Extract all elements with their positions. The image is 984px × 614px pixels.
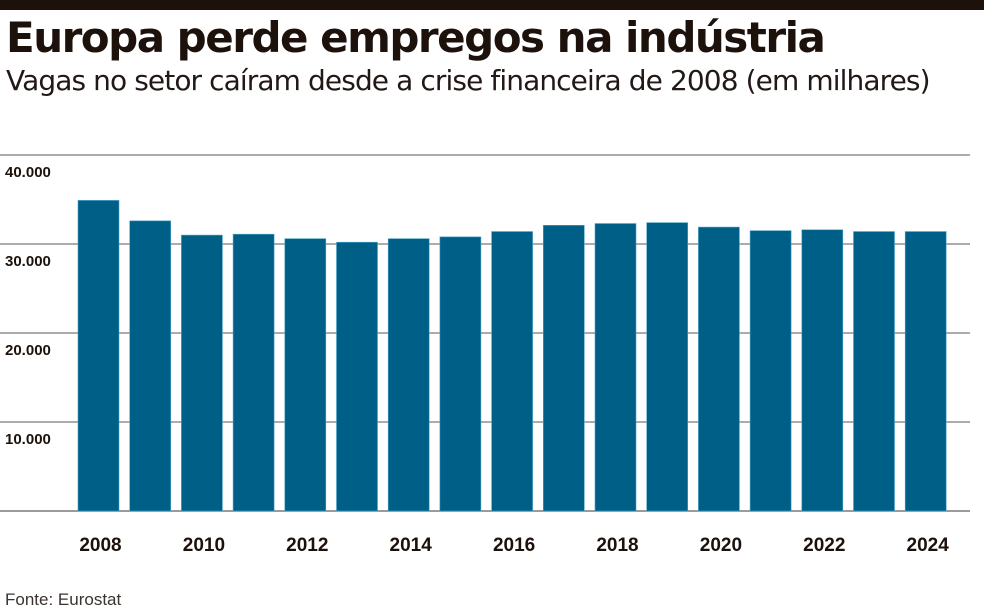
bar-2024 <box>904 231 947 512</box>
x-tick-label: 2018 <box>596 535 638 556</box>
top-rule <box>0 0 984 10</box>
source-note: Fonte: Eurostat <box>5 590 122 609</box>
bar-2012 <box>284 238 327 512</box>
bar-2014 <box>387 238 430 512</box>
x-tick-label: 2010 <box>183 535 225 556</box>
x-tick-label: 2024 <box>907 535 950 556</box>
x-tick-label: 2022 <box>803 535 845 556</box>
bar-2019 <box>646 222 689 512</box>
chart-title: Europa perde empregos na indústria <box>6 13 826 62</box>
x-tick-label: 2012 <box>286 535 328 556</box>
bar-2013 <box>336 241 378 512</box>
bar-2015 <box>439 236 482 512</box>
bar-chart: 10.000 20.000 30.000 40.000 2008 2010 2012 201… <box>0 154 970 556</box>
bars <box>77 200 947 512</box>
y-axis-labels: 10.000 20.000 30.000 40.000 <box>5 164 51 448</box>
bar-2008 <box>77 200 120 512</box>
bar-2023 <box>853 231 895 512</box>
x-tick-label: 2014 <box>390 535 433 556</box>
bar-2022 <box>801 229 844 512</box>
bar-2016 <box>491 231 533 512</box>
y-tick-label: 10.000 <box>5 431 51 448</box>
bar-2010 <box>181 234 223 512</box>
chart-subtitle: Vagas no setor caíram desde a crise fina… <box>6 64 931 97</box>
bar-2017 <box>542 225 585 512</box>
y-tick-label: 30.000 <box>5 253 51 270</box>
y-tick-label: 20.000 <box>5 342 51 359</box>
x-axis-labels: 2008 2010 2012 2014 2016 2018 2020 2022 2024 <box>79 535 949 556</box>
x-tick-label: 2008 <box>79 535 121 556</box>
bar-2021 <box>749 230 792 512</box>
bar-2018 <box>594 223 637 512</box>
x-tick-label: 2020 <box>700 535 742 556</box>
y-tick-label: 40.000 <box>5 164 51 181</box>
bar-2011 <box>232 233 275 512</box>
bar-2009 <box>129 220 171 512</box>
bar-2020 <box>698 226 740 512</box>
x-tick-label: 2016 <box>493 535 535 556</box>
